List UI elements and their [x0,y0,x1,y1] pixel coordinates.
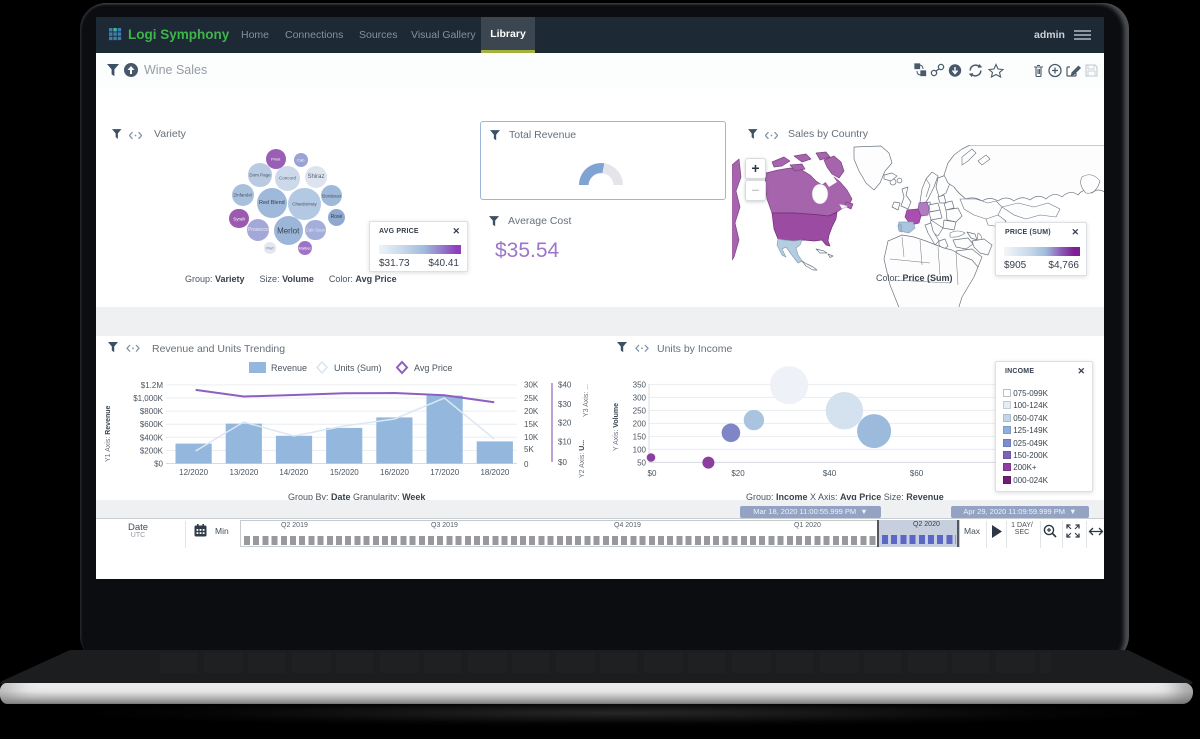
svg-text:300: 300 [633,393,647,402]
svg-text:$0: $0 [648,469,657,478]
svg-text:16/2020: 16/2020 [380,468,409,477]
svg-text:Y2 Axis: U...: Y2 Axis: U... [579,440,586,478]
svg-text:$60: $60 [910,469,924,478]
svg-text:Units (Sum): Units (Sum) [334,363,382,373]
svg-text:$800K: $800K [140,407,164,416]
svg-text:200: 200 [633,419,647,428]
svg-text:50: 50 [637,458,646,467]
svg-text:150: 150 [633,432,647,441]
svg-text:$20: $20 [731,469,745,478]
svg-text:350: 350 [633,380,647,389]
svg-text:17/2020: 17/2020 [430,468,459,477]
svg-text:Group: Income X Axis: A: Group: Income X Axis: Avg Price Size: Re… [746,492,944,502]
svg-text:30K: 30K [524,381,539,390]
svg-text:Revenue and Units Trending: Revenue and Units Trending [152,343,285,355]
svg-text:Avg Price: Avg Price [414,363,452,373]
svg-text:Revenue: Revenue [271,363,307,373]
svg-text:Group By: Date Granulari: Group By: Date Granularity: Week [288,492,426,502]
svg-text:250: 250 [633,406,647,415]
svg-text:14/2020: 14/2020 [279,468,308,477]
svg-text:Y Axis: Volume: Y Axis: Volume [613,403,620,451]
svg-text:20K: 20K [524,407,539,416]
svg-text:5K: 5K [524,445,534,454]
svg-text:$10: $10 [558,438,572,447]
svg-text:10K: 10K [524,433,539,442]
svg-text:$0: $0 [558,458,567,467]
svg-text:$200K: $200K [140,446,164,455]
svg-text:$40: $40 [823,469,837,478]
svg-text:0: 0 [524,460,529,469]
svg-text:15K: 15K [524,420,539,429]
svg-text:Y3 Axis: ...: Y3 Axis: ... [583,384,590,417]
svg-text:$20: $20 [558,419,572,428]
svg-text:$600K: $600K [140,420,164,429]
svg-text:Y1 Axis: Revenue: Y1 Axis: Revenue [105,405,112,462]
svg-text:25K: 25K [524,394,539,403]
svg-text:Units by Income: Units by Income [657,343,732,355]
svg-text:$1,000K: $1,000K [133,394,163,403]
svg-text:$0: $0 [154,460,163,469]
svg-text:18/2020: 18/2020 [480,468,509,477]
svg-text:$40: $40 [558,381,572,390]
svg-text:15/2020: 15/2020 [330,468,359,477]
svg-text:$30: $30 [558,400,572,409]
svg-text:13/2020: 13/2020 [229,468,258,477]
svg-text:$400K: $400K [140,433,164,442]
svg-text:100: 100 [633,445,647,454]
svg-text:12/2020: 12/2020 [179,468,208,477]
svg-text:$1.2M: $1.2M [141,381,164,390]
